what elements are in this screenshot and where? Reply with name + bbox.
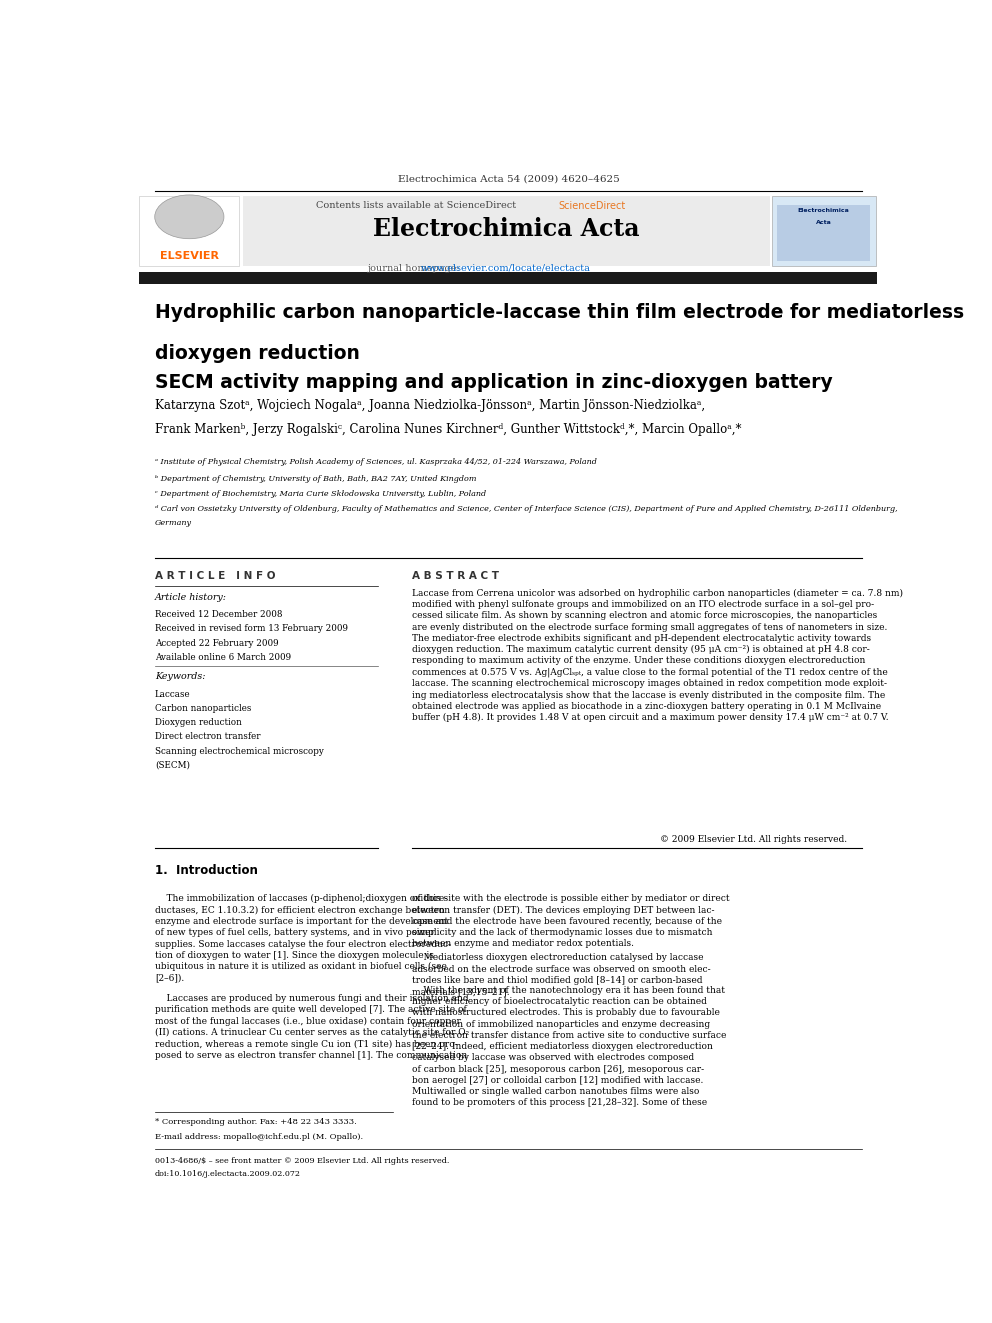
Text: The immobilization of laccases (p-diphenol;dioxygen oxidore-
ductases, EC 1.10.3: The immobilization of laccases (p-diphen…	[155, 894, 450, 983]
Text: Contents lists available at ScienceDirect: Contents lists available at ScienceDirec…	[316, 201, 516, 209]
Text: Carbon nanoparticles: Carbon nanoparticles	[155, 704, 251, 713]
FancyBboxPatch shape	[778, 205, 870, 261]
Text: A R T I C L E   I N F O: A R T I C L E I N F O	[155, 572, 275, 581]
Text: Electrochimica: Electrochimica	[798, 208, 849, 213]
Text: Article history:: Article history:	[155, 593, 227, 602]
Text: 1.  Introduction: 1. Introduction	[155, 864, 258, 877]
Text: Katarzyna Szotᵃ, Wojciech Nogalaᵃ, Joanna Niedziolka-Jönssonᵃ, Martin Jönsson-Ni: Katarzyna Szotᵃ, Wojciech Nogalaᵃ, Joann…	[155, 400, 705, 413]
Text: Dioxygen reduction: Dioxygen reduction	[155, 718, 242, 728]
Text: ᵇ Department of Chemistry, University of Bath, Bath, BA2 7AY, United Kingdom: ᵇ Department of Chemistry, University of…	[155, 475, 476, 483]
Text: Germany: Germany	[155, 520, 191, 528]
Text: Available online 6 March 2009: Available online 6 March 2009	[155, 652, 291, 662]
FancyBboxPatch shape	[243, 196, 770, 266]
Text: Mediatorless dioxygen electroreduction catalysed by laccase
adsorbed on the elec: Mediatorless dioxygen electroreduction c…	[413, 954, 711, 996]
Text: ᶜ Department of Biochemistry, Maria Curie Skłodowska University, Lublin, Poland: ᶜ Department of Biochemistry, Maria Curi…	[155, 490, 486, 497]
Text: With the advent of the nanotechnology era it has been found that
higher efficien: With the advent of the nanotechnology er…	[413, 986, 727, 1107]
Text: doi:10.1016/j.electacta.2009.02.072: doi:10.1016/j.electacta.2009.02.072	[155, 1171, 301, 1179]
FancyBboxPatch shape	[139, 196, 239, 266]
Text: Laccase: Laccase	[155, 689, 190, 699]
Text: dioxygen reduction: dioxygen reduction	[155, 344, 360, 364]
Text: www.elsevier.com/locate/electacta: www.elsevier.com/locate/electacta	[422, 263, 591, 273]
Text: Laccases are produced by numerous fungi and their isolation and
purification met: Laccases are produced by numerous fungi …	[155, 994, 469, 1060]
Text: A B S T R A C T: A B S T R A C T	[413, 572, 499, 581]
Text: SECM activity mapping and application in zinc-dioxygen battery: SECM activity mapping and application in…	[155, 373, 832, 392]
Text: ELSEVIER: ELSEVIER	[160, 250, 219, 261]
Text: Direct electron transfer: Direct electron transfer	[155, 733, 260, 741]
Text: ᵃ Institute of Physical Chemistry, Polish Academy of Sciences, ul. Kasprzaka 44/: ᵃ Institute of Physical Chemistry, Polis…	[155, 458, 596, 466]
Text: Scanning electrochemical microscopy: Scanning electrochemical microscopy	[155, 746, 323, 755]
Text: Electrochimica Acta 54 (2009) 4620–4625: Electrochimica Acta 54 (2009) 4620–4625	[398, 175, 619, 183]
Text: 0013-4686/$ – see front matter © 2009 Elsevier Ltd. All rights reserved.: 0013-4686/$ – see front matter © 2009 El…	[155, 1158, 449, 1166]
Text: Electrochimica Acta: Electrochimica Acta	[373, 217, 639, 241]
Text: journal homepage:: journal homepage:	[368, 263, 464, 273]
Text: Keywords:: Keywords:	[155, 672, 205, 681]
Text: Accepted 22 February 2009: Accepted 22 February 2009	[155, 639, 279, 647]
Text: Acta: Acta	[815, 220, 831, 225]
Text: Received in revised form 13 February 2009: Received in revised form 13 February 200…	[155, 624, 348, 634]
Ellipse shape	[155, 194, 224, 238]
Text: ScienceDirect: ScienceDirect	[558, 201, 626, 210]
Text: ᵈ Carl von Ossietzky University of Oldenburg, Faculty of Mathematics and Science: ᵈ Carl von Ossietzky University of Olden…	[155, 505, 898, 513]
Text: Hydrophilic carbon nanoparticle-laccase thin film electrode for mediatorless: Hydrophilic carbon nanoparticle-laccase …	[155, 303, 964, 323]
Text: (SECM): (SECM)	[155, 761, 189, 770]
Text: Received 12 December 2008: Received 12 December 2008	[155, 610, 283, 619]
Text: © 2009 Elsevier Ltd. All rights reserved.: © 2009 Elsevier Ltd. All rights reserved…	[660, 835, 847, 844]
Text: Laccase from Cerrena unicolor was adsorbed on hydrophilic carbon nanoparticles (: Laccase from Cerrena unicolor was adsorb…	[413, 589, 904, 722]
Text: of this site with the electrode is possible either by mediator or direct
electro: of this site with the electrode is possi…	[413, 894, 730, 949]
FancyBboxPatch shape	[772, 196, 876, 266]
Text: E-mail address: mopallo@ichf.edu.pl (M. Opallo).: E-mail address: mopallo@ichf.edu.pl (M. …	[155, 1132, 363, 1140]
FancyBboxPatch shape	[139, 271, 878, 284]
Text: * Corresponding author. Fax: +48 22 343 3333.: * Corresponding author. Fax: +48 22 343 …	[155, 1118, 356, 1126]
Text: Frank Markenᵇ, Jerzy Rogalskiᶜ, Carolina Nunes Kirchnerᵈ, Gunther Wittstockᵈ,*, : Frank Markenᵇ, Jerzy Rogalskiᶜ, Carolina…	[155, 422, 741, 435]
